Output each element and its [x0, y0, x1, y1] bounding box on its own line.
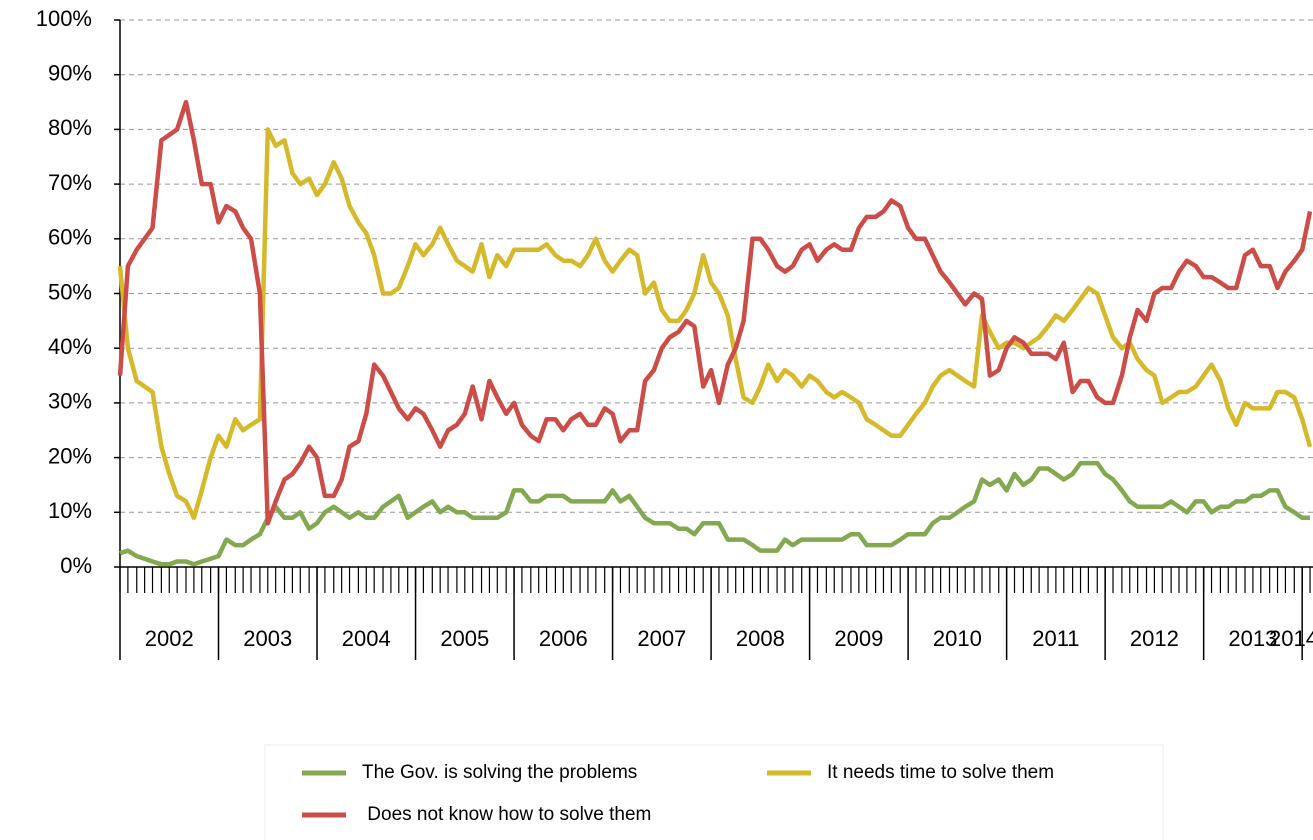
- y-tick-label: 50%: [48, 279, 92, 304]
- legend-label: It needs time to solve them: [827, 762, 1054, 783]
- y-tick-label: 40%: [48, 334, 92, 359]
- series-line: [117, 99, 1313, 526]
- x-tick-label: 2009: [834, 626, 883, 651]
- x-tick-label: 2011: [1032, 626, 1079, 651]
- y-tick-label: 70%: [48, 170, 92, 195]
- legend-label: Does not know how to solve them: [362, 804, 651, 825]
- series-line: [119, 460, 1310, 567]
- y-tick-label: 30%: [48, 389, 92, 414]
- x-tick-label: 2013: [1228, 626, 1277, 651]
- y-tick-label: 0%: [60, 553, 92, 578]
- legend-box: [264, 744, 1164, 840]
- x-tick-label: 2010: [933, 626, 982, 651]
- x-tick-label: 2005: [440, 626, 489, 651]
- y-tick-label: 80%: [48, 115, 92, 140]
- y-tick-label: 20%: [48, 443, 92, 468]
- x-tick-label: 2008: [736, 626, 785, 651]
- x-tick-label: 2014: [1269, 626, 1313, 651]
- x-tick-label: 2004: [342, 626, 391, 651]
- x-tick-label: 2002: [145, 626, 194, 651]
- y-tick-label: 10%: [48, 498, 92, 523]
- y-tick-label: 90%: [48, 61, 92, 86]
- x-tick-label: 2006: [539, 626, 588, 651]
- legend: The Gov. is solving the problems It needs…: [302, 762, 1054, 825]
- y-tick-label: 60%: [48, 225, 92, 250]
- x-tick-label: 2007: [637, 626, 686, 651]
- x-tick-label: 2003: [243, 626, 292, 651]
- y-tick-label: 100%: [36, 6, 92, 31]
- x-tick-label: 2012: [1130, 626, 1179, 651]
- legend-label: The Gov. is solving the problems: [362, 762, 637, 783]
- series-line: [117, 127, 1313, 521]
